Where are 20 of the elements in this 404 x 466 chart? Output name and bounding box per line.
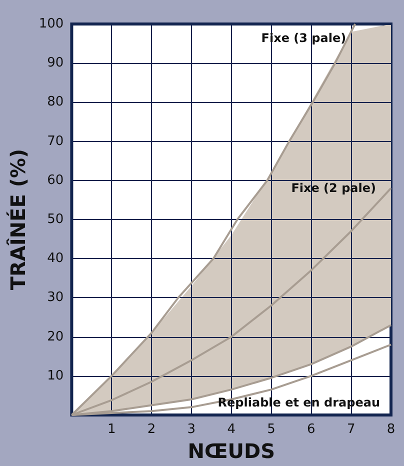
x-tick-label: 5 <box>267 422 276 437</box>
y-tick-label: 60 <box>47 172 64 188</box>
y-tick-label: 70 <box>47 134 64 149</box>
x-tick-label: 3 <box>187 422 196 437</box>
y-tick-label: 30 <box>47 290 64 306</box>
x-tick-label: 2 <box>147 422 156 437</box>
y-tick-label: 10 <box>47 368 64 384</box>
x-tick-label: 1 <box>107 422 116 437</box>
y-tick-label: 100 <box>38 16 64 32</box>
y-axis-title: TRAÎNÉE (%) <box>6 148 30 290</box>
x-tick-label: 4 <box>227 422 236 437</box>
x-tick-label: 6 <box>307 422 316 437</box>
y-tick-label: 40 <box>47 251 64 266</box>
x-axis-title: NŒUDS <box>188 439 276 463</box>
y-tick-label: 90 <box>47 56 64 71</box>
y-tick-label: 80 <box>47 94 64 110</box>
x-tick-label: 7 <box>346 422 356 437</box>
y-tick-label: 50 <box>47 212 64 227</box>
x-tick-label: 8 <box>386 422 396 437</box>
y-tick-label: 20 <box>47 329 64 344</box>
